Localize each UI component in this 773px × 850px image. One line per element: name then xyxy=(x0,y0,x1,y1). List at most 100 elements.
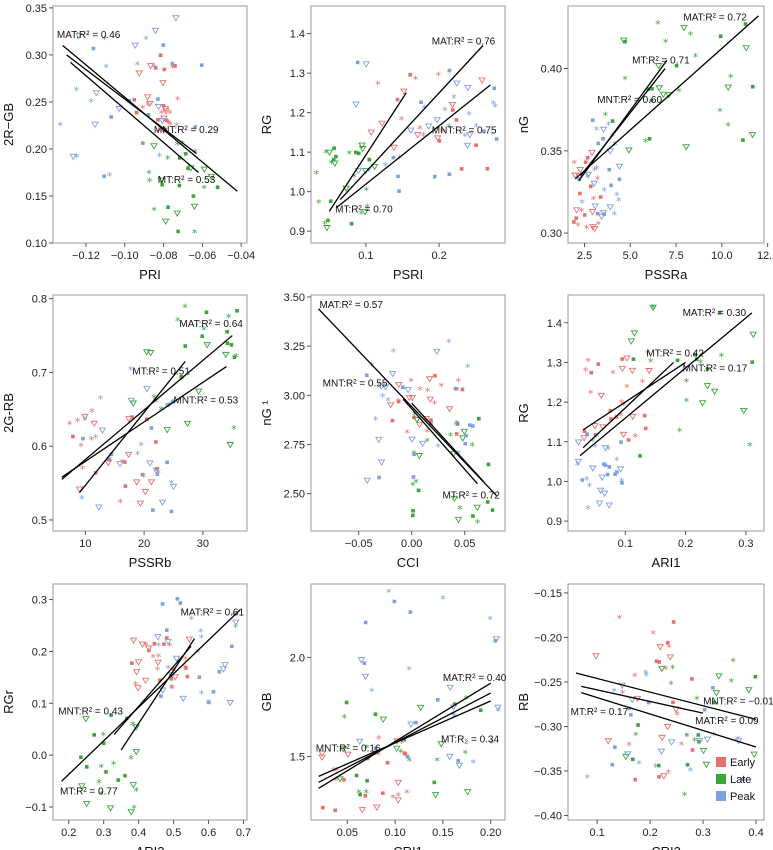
point-early: * xyxy=(135,59,141,72)
point-late xyxy=(349,221,354,226)
point-peak: * xyxy=(79,493,85,506)
point-late xyxy=(411,508,415,513)
y-tick-label: 1.3 xyxy=(547,357,562,369)
point-peak xyxy=(363,620,368,625)
point-late xyxy=(325,149,334,157)
point-late: * xyxy=(101,729,107,742)
point-peak xyxy=(615,470,619,474)
regression-line xyxy=(61,365,227,478)
point-early xyxy=(589,184,593,189)
point-late: * xyxy=(717,106,723,119)
point-early xyxy=(333,808,338,813)
point-late xyxy=(92,733,96,737)
point-peak xyxy=(193,125,197,129)
point-early: * xyxy=(156,651,162,664)
point-late xyxy=(715,673,723,680)
point-late xyxy=(753,674,758,679)
point-late xyxy=(656,763,661,768)
point-early xyxy=(390,144,398,152)
point-peak: * xyxy=(440,593,446,606)
point-late: * xyxy=(99,761,105,774)
point-late: * xyxy=(698,357,704,370)
point-early xyxy=(130,415,134,419)
point-peak xyxy=(102,174,106,179)
point-late: * xyxy=(688,29,694,42)
point-early xyxy=(125,416,133,423)
point-early xyxy=(185,674,190,679)
point-late xyxy=(129,400,138,407)
point-peak: * xyxy=(391,346,397,359)
point-peak: * xyxy=(143,34,149,47)
point-early: * xyxy=(333,775,339,788)
point-peak: * xyxy=(157,150,163,163)
point-early: * xyxy=(595,173,601,186)
point-early xyxy=(582,429,587,434)
point-early: * xyxy=(456,376,462,389)
point-peak xyxy=(388,371,397,378)
point-late xyxy=(354,773,359,778)
point-late xyxy=(132,748,141,756)
point-early xyxy=(642,413,647,418)
point-peak xyxy=(613,745,617,749)
point-early xyxy=(618,365,627,373)
point-early xyxy=(690,748,695,752)
legend-swatch-early xyxy=(716,757,726,767)
point-peak: * xyxy=(612,209,618,222)
point-late xyxy=(745,687,753,694)
point-early: * xyxy=(166,117,172,130)
point-peak: * xyxy=(82,415,88,428)
fit-annotation: MNT:R² = −0.01 xyxy=(703,697,773,708)
point-peak xyxy=(127,397,136,405)
x-tick-label: 5.0 xyxy=(623,250,638,262)
point-late xyxy=(200,166,209,173)
point-late: * xyxy=(684,396,690,409)
point-late xyxy=(724,84,733,91)
panel-3: 2.55.07.510.012.50.300.350.40PSSRanG****… xyxy=(516,5,773,282)
point-peak xyxy=(217,669,222,674)
point-peak xyxy=(396,174,400,179)
fit-annotation: MNT:R² = 0.55 xyxy=(323,379,388,390)
point-late xyxy=(331,157,336,162)
point-late: * xyxy=(694,693,700,706)
y-tick-label: 1.2 xyxy=(290,108,305,120)
x-tick-label: 0.10 xyxy=(384,827,405,839)
point-early xyxy=(663,724,672,731)
point-late xyxy=(344,700,349,705)
fit-annotation: MNT:R² = 0.60 xyxy=(597,95,662,106)
y-tick-label: 0.9 xyxy=(290,226,305,238)
point-peak xyxy=(357,657,366,664)
x-tick-label: 0.2 xyxy=(431,250,446,262)
y-tick-label: 0.35 xyxy=(26,3,47,15)
point-late: * xyxy=(226,312,232,325)
point-late xyxy=(454,516,463,524)
point-peak: * xyxy=(198,626,204,639)
point-peak xyxy=(470,424,475,428)
x-tick-label: 0.1 xyxy=(618,538,633,550)
point-late xyxy=(650,86,654,91)
point-peak xyxy=(657,748,666,755)
point-peak xyxy=(610,762,615,767)
x-axis-label: ARI2 xyxy=(136,844,165,850)
point-peak: * xyxy=(383,160,389,173)
point-early xyxy=(585,155,590,160)
point-late xyxy=(379,716,388,723)
point-peak xyxy=(164,638,172,646)
point-early xyxy=(132,669,141,676)
point-early: * xyxy=(375,78,381,91)
point-peak xyxy=(146,460,154,467)
point-peak xyxy=(155,472,160,477)
point-peak: * xyxy=(636,758,642,771)
point-late: * xyxy=(364,185,370,198)
point-late xyxy=(432,780,437,785)
point-early xyxy=(578,191,582,196)
point-peak: * xyxy=(491,98,497,111)
point-late xyxy=(710,388,719,396)
point-peak xyxy=(599,126,608,134)
point-early xyxy=(129,637,138,644)
point-peak: * xyxy=(611,686,617,699)
point-late: * xyxy=(603,109,609,122)
point-late xyxy=(225,329,229,334)
point-early xyxy=(156,117,160,122)
point-early: * xyxy=(432,398,438,411)
